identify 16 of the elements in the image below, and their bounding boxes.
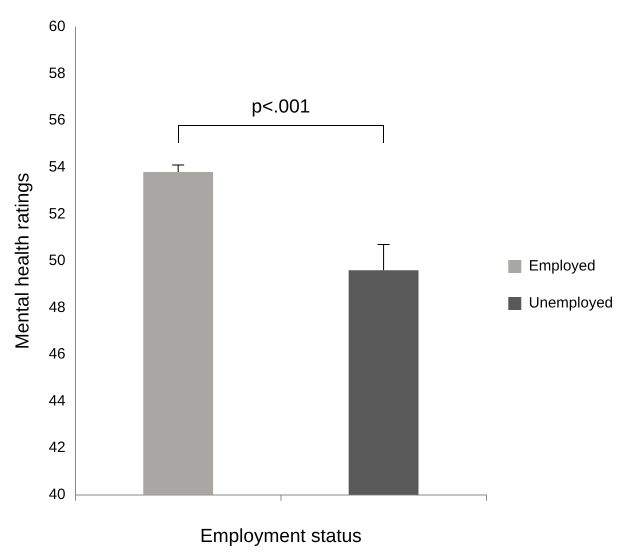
y-tick-label: 40 (48, 486, 66, 503)
y-tick-label: 56 (48, 112, 66, 129)
y-tick-label: 42 (48, 439, 66, 456)
y-tick-label: 54 (48, 158, 66, 176)
x-axis-title: Employment status (200, 526, 362, 547)
legend-label: Employed (528, 258, 596, 275)
y-tick-label: 48 (48, 298, 66, 316)
y-tick-label: 52 (48, 205, 66, 222)
y-tick-label: 60 (48, 18, 66, 36)
legend-label: Unemployed (528, 294, 614, 312)
y-tick-label: 50 (48, 252, 66, 270)
y-tick-label: 58 (48, 64, 66, 82)
annotation: p<.001 (252, 96, 310, 118)
y-tick-label: 46 (48, 346, 66, 363)
y-axis-title: Mental health ratings (12, 172, 34, 350)
y-tick-label: 44 (48, 392, 66, 410)
